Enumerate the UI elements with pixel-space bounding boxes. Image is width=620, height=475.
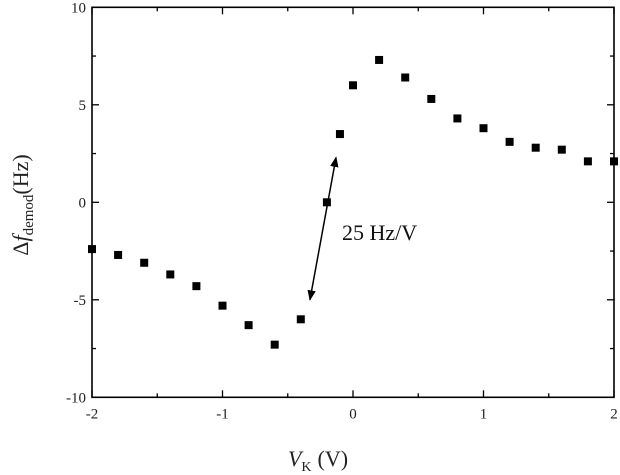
y-tick-label: -10 (66, 390, 86, 406)
y-axis-label: Δfdemod(Hz) (8, 154, 37, 255)
data-point (427, 94, 436, 103)
x-tick-label: 0 (349, 406, 357, 422)
data-point (296, 315, 305, 324)
data-points (88, 55, 618, 349)
data-point (453, 114, 462, 123)
axis-ticks (91, 6, 615, 398)
slope-arrow (307, 156, 339, 301)
data-point (140, 258, 149, 267)
x-tick-label: -1 (216, 406, 229, 422)
x-tick-labels: -2 -1 0 1 2 (86, 406, 618, 422)
data-point (335, 130, 344, 139)
data-point (610, 157, 618, 166)
x-tick-label: -2 (86, 406, 99, 422)
slope-annotation: 25 Hz/V (342, 220, 417, 245)
y-tick-label: -5 (74, 293, 87, 309)
y-tick-label: 10 (71, 0, 86, 16)
y-tick-labels: -10 -5 0 5 10 (66, 0, 86, 406)
data-point (270, 340, 279, 349)
data-point (192, 282, 201, 291)
data-point (166, 270, 175, 279)
data-point (583, 157, 592, 166)
data-point (349, 81, 357, 90)
data-point (375, 55, 384, 64)
x-tick-label: 2 (610, 406, 618, 422)
data-point (479, 124, 488, 133)
data-point (401, 73, 410, 82)
y-tick-label: 0 (79, 195, 87, 211)
data-point (557, 145, 566, 154)
data-point (531, 143, 540, 152)
data-point (88, 245, 96, 254)
data-point (505, 137, 514, 146)
plot-frame (91, 6, 615, 399)
x-axis-label: VK (V) (288, 446, 348, 475)
data-point (114, 250, 123, 259)
data-point (218, 301, 227, 310)
y-tick-label: 5 (79, 98, 87, 114)
x-tick-label: 1 (480, 406, 488, 422)
data-point (244, 321, 253, 330)
